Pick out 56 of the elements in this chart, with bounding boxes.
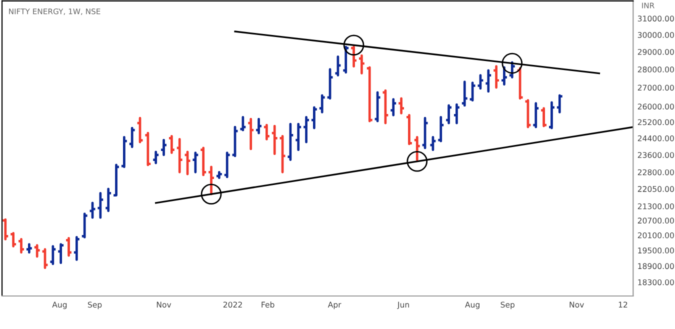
candlestick: [286, 122, 294, 161]
candlestick: [476, 74, 484, 90]
candlestick: [136, 116, 144, 144]
candlestick: [246, 118, 255, 150]
candlestick: [223, 152, 231, 178]
candlestick: [326, 68, 334, 100]
candlestick: [302, 116, 310, 144]
candlestick: [64, 237, 73, 257]
candlestick: [270, 124, 278, 156]
candlestick: [318, 94, 326, 114]
candlestick: [397, 97, 406, 114]
candlestick: [49, 245, 57, 266]
candlestick: [460, 80, 469, 107]
candlestick: [254, 118, 263, 134]
candlestick: [262, 124, 271, 140]
candlestick: [231, 126, 239, 158]
candlestick: [168, 134, 176, 154]
candlestick: [334, 55, 342, 76]
candlestick: [215, 170, 224, 180]
candlestick: [192, 152, 200, 174]
candlestick: [176, 138, 184, 174]
candlestick: [358, 54, 366, 74]
candlestick: [429, 136, 437, 152]
candlestick: [88, 202, 96, 219]
candlestick: [413, 136, 422, 161]
candlestick: [484, 69, 492, 93]
candlestick: [389, 98, 398, 116]
candlestick: [500, 66, 508, 86]
candlestick: [96, 192, 104, 219]
candlestick: [452, 103, 461, 124]
candlestick: [184, 150, 192, 176]
candlestick: [310, 106, 318, 130]
candlestick: [17, 238, 26, 254]
candlestick: [144, 132, 152, 166]
candlestick: [199, 146, 208, 176]
candlestick: [104, 188, 112, 212]
candlestick: [152, 150, 160, 164]
candlestick: [508, 61, 516, 78]
candlestick: [532, 102, 540, 128]
candlestick: [374, 91, 382, 122]
candlestick: [350, 46, 358, 68]
candlestick: [444, 104, 453, 124]
candlestick: [492, 65, 500, 89]
candlestick: [382, 89, 390, 124]
candlestick: [421, 116, 429, 150]
candlestick: [25, 243, 34, 254]
candlestick: [41, 248, 49, 270]
candlestick: [128, 126, 136, 148]
candlestick: [160, 138, 168, 156]
candlestick: [294, 122, 302, 152]
candlestick: [33, 244, 41, 258]
candlestick: [207, 166, 216, 196]
candlestick: [72, 236, 81, 261]
candlestick: [516, 67, 524, 100]
candlestick: [278, 134, 286, 174]
candlestick: [342, 46, 350, 74]
